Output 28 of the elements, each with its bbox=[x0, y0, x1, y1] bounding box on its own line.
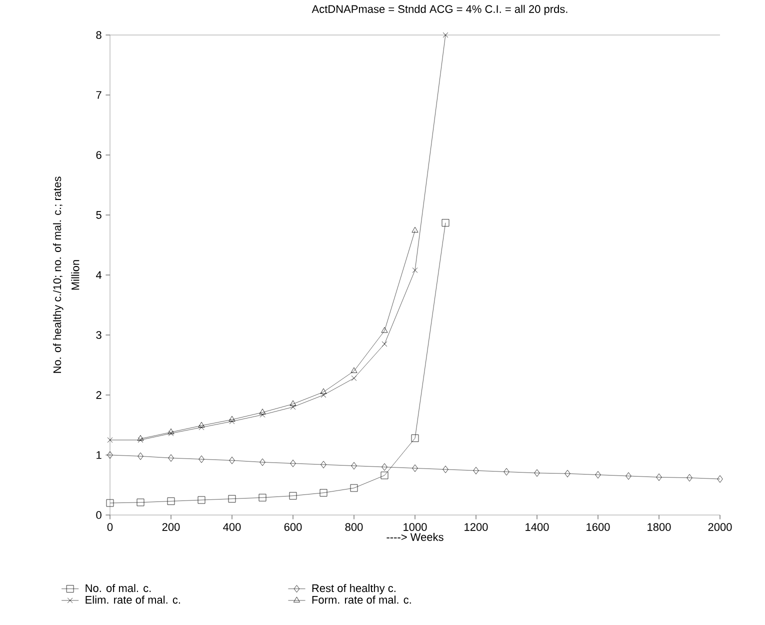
x-tick-label: 1000 bbox=[404, 523, 427, 531]
y-tick-label: 1 bbox=[96, 451, 102, 459]
y-tick-label: 8 bbox=[96, 31, 102, 39]
chart-title: ActDNAPmase = Stndd ACG = 4% C.I. = all 20 prds. bbox=[312, 4, 568, 16]
x-tick-label: 1600 bbox=[586, 523, 610, 531]
y-tick-label: 7 bbox=[96, 91, 102, 99]
y-tick-label: 6 bbox=[96, 151, 102, 159]
y-tick-label: 3 bbox=[96, 331, 102, 339]
legend-label: No. of mal. c. bbox=[86, 584, 151, 592]
y-tick-label: 5 bbox=[96, 211, 102, 219]
x-axis-title: ----> Weeks bbox=[386, 532, 444, 541]
x-tick-label: 800 bbox=[345, 523, 363, 531]
x-tick-label: 1800 bbox=[648, 523, 671, 531]
x-tick-label: 200 bbox=[162, 523, 180, 531]
x-tick-label: 400 bbox=[223, 523, 241, 531]
legend-label: Form. rate of mal. c. bbox=[312, 596, 411, 604]
legend-label: Elim. rate of mal. c. bbox=[86, 596, 180, 604]
y-tick-label: 4 bbox=[96, 271, 102, 279]
x-tick-label: 600 bbox=[284, 523, 302, 531]
x-tick-label: 2000 bbox=[708, 523, 732, 531]
y-axis-title: No. of healthy c./10; no. of mal. c.; rates bbox=[53, 176, 64, 373]
y-tick-label: 0 bbox=[96, 511, 102, 519]
legend-label: Rest of healthy c. bbox=[312, 584, 396, 594]
x-tick-label: 1400 bbox=[526, 523, 549, 531]
x-tick-label: 0 bbox=[107, 523, 113, 531]
y-tick-label: 2 bbox=[96, 391, 102, 399]
text: Million bbox=[71, 260, 80, 290]
x-tick-label: 1200 bbox=[464, 523, 488, 531]
